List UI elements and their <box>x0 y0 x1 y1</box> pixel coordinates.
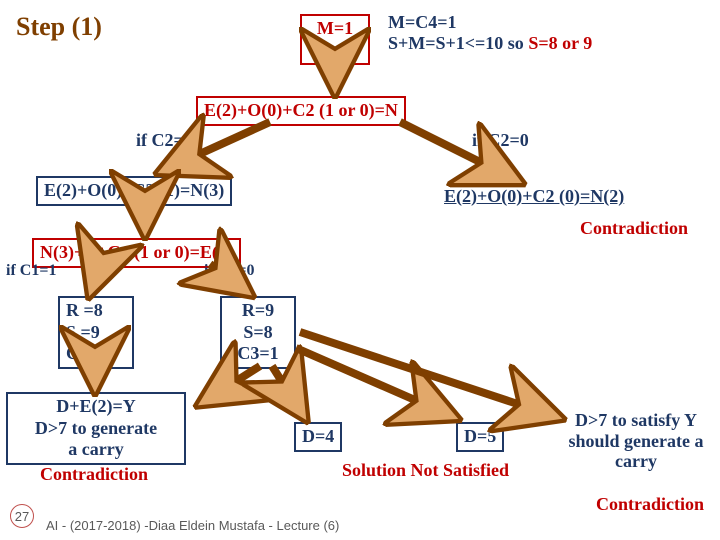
if-c1-0: if C1=0 <box>204 262 254 280</box>
if-c2-0: if C2=0 <box>472 130 529 151</box>
if-c1-1: if C1=1 <box>6 262 56 280</box>
rs1-l3: C3=0 <box>66 343 126 365</box>
rs2-l1: R=9 <box>228 300 288 322</box>
right-eq: E(2)+O(0)+C2 (0)=N(2) <box>444 186 624 207</box>
d7s-l1: D>7 to satisfy Y <box>554 410 718 431</box>
d7-satisfy: D>7 to satisfy Y should generate a carry <box>554 410 718 472</box>
contradiction-br: Contradiction <box>596 494 704 515</box>
mc4-l2a: S+M=S+1<=10 so <box>388 33 528 53</box>
d7s-l3: carry <box>554 451 718 472</box>
mc4-text: M=C4=1 S+M=S+1<=10 so S=8 or 9 <box>388 12 592 53</box>
box-mo-l2: O=0 <box>308 40 362 62</box>
footer-text: AI - (2017-2018) -Diaa Eldein Mustafa - … <box>46 518 346 534</box>
rs1-l2: S =9 <box>66 322 126 344</box>
box-d4: D=4 <box>294 422 342 452</box>
box-mo: M=1 O=0 <box>300 14 370 65</box>
step-title: Step (1) <box>16 12 102 42</box>
rs1-l1: R =8 <box>66 300 126 322</box>
sol-not-sat: Solution Not Satisfied <box>342 460 509 481</box>
rs2-l3: C3=1 <box>228 343 288 365</box>
dey-l3: a carry <box>14 439 178 461</box>
d7s-l2: should generate a <box>554 431 718 452</box>
box-left-mid: E(2)+O(0)+C2 (1)=N(3) <box>36 176 232 206</box>
box-rs2: R=9 S=8 C3=1 <box>220 296 296 369</box>
dey-l2: D>7 to generate <box>14 418 178 440</box>
slide-number: 27 <box>10 504 34 528</box>
box-d5: D=5 <box>456 422 504 452</box>
if-c2-1: if C2=1 <box>136 130 193 151</box>
rs2-l2: S=8 <box>228 322 288 344</box>
box-dey: D+E(2)=Y D>7 to generate a carry <box>6 392 186 465</box>
mc4-l1: M=C4=1 <box>388 12 592 33</box>
contradiction-bl: Contradiction <box>40 464 148 485</box>
box-rs1: R =8 S =9 C3=0 <box>58 296 134 369</box>
contradiction-r: Contradiction <box>580 218 688 239</box>
mc4-l2: S+M=S+1<=10 so S=8 or 9 <box>388 33 592 54</box>
box-mo-l1: M=1 <box>308 18 362 40</box>
mc4-l2b: S=8 or 9 <box>528 33 592 53</box>
box-top-eq: E(2)+O(0)+C2 (1 or 0)=N <box>196 96 406 126</box>
dey-l1: D+E(2)=Y <box>14 396 178 418</box>
